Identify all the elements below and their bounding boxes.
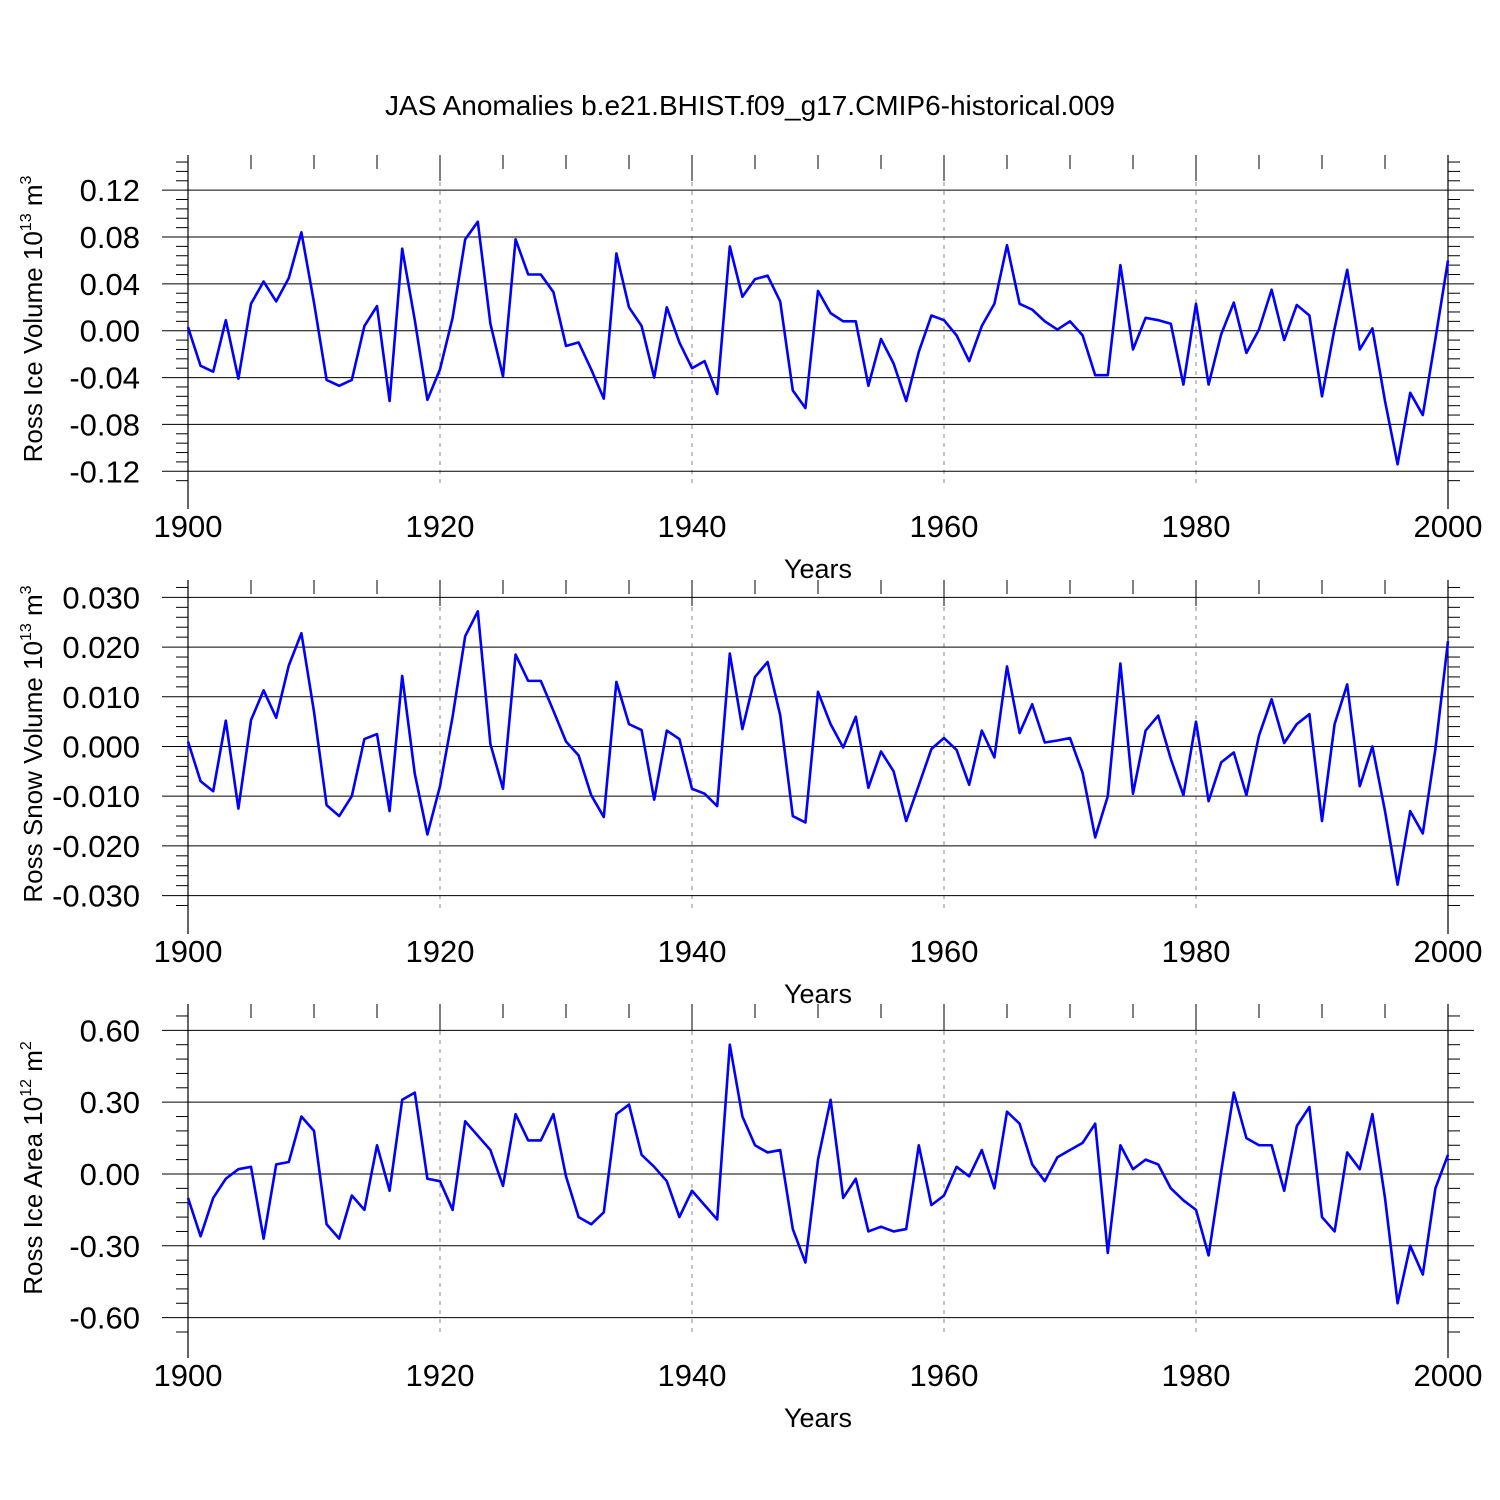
x-tick-label: 1980	[1162, 509, 1231, 544]
panel-1: -0.12 -0.08 -0.04 0.00 0.04 0.08 0.12 1900 1920 1…	[18, 155, 1482, 584]
y-axis-label: Ross Ice Volume 1013 m3	[18, 175, 48, 462]
y-tick-label: -0.30	[69, 1229, 140, 1264]
x-tick-label: 1900	[154, 1358, 223, 1393]
x-tick-label: 1920	[406, 509, 475, 544]
x-axis-label: Years	[784, 554, 852, 584]
panel-3: -0.60 -0.30 0.00 0.30 0.60 1900 1920 1940 1960 19…	[18, 1004, 1482, 1433]
y-tick-label: 0.08	[80, 220, 140, 255]
x-tick-label: 1920	[406, 934, 475, 969]
x-tick-label: 1900	[154, 934, 223, 969]
x-tick-label: 2000	[1414, 934, 1483, 969]
y-tick-label: -0.04	[69, 361, 140, 396]
y-tick-label: -0.08	[69, 407, 140, 442]
x-tick-label: 1940	[658, 1358, 727, 1393]
y-tick-label: 0.04	[80, 267, 140, 302]
y-tick-label: 0.00	[80, 1157, 140, 1192]
y-tick-label: 0.000	[62, 729, 140, 764]
y-tick-label: 0.00	[80, 314, 140, 349]
y-axis-label: Ross Snow Volume 1013 m3	[18, 585, 48, 902]
panel-2: -0.030 -0.020 -0.010 0.000 0.010 0.020 0.030 19…	[18, 580, 1482, 1009]
x-tick-label: 1960	[910, 1358, 979, 1393]
y-tick-label: -0.12	[69, 454, 140, 489]
x-tick-label: 1980	[1162, 934, 1231, 969]
y-tick-label: 0.030	[62, 580, 140, 615]
x-tick-label: 1960	[910, 509, 979, 544]
x-tick-label: 1900	[154, 509, 223, 544]
y-tick-label: -0.60	[69, 1301, 140, 1336]
y-tick-label: 0.30	[80, 1085, 140, 1120]
x-tick-label: 1940	[658, 509, 727, 544]
x-axis-label: Years	[784, 1403, 852, 1433]
y-tick-label: -0.030	[52, 879, 140, 914]
x-tick-label: 1920	[406, 1358, 475, 1393]
x-tick-label: 1960	[910, 934, 979, 969]
y-tick-label: 0.020	[62, 630, 140, 665]
panels: -0.12 -0.08 -0.04 0.00 0.04 0.08 0.12 1900 1920 1…	[18, 155, 1482, 1433]
y-tick-label: 0.60	[80, 1013, 140, 1048]
y-axis-label: Ross Ice Area 1012 m2	[18, 1041, 48, 1295]
series-line-ross-ice-volume	[186, 220, 1450, 466]
x-tick-label: 1940	[658, 934, 727, 969]
x-tick-label: 2000	[1414, 509, 1483, 544]
x-tick-label: 1980	[1162, 1358, 1231, 1393]
y-tick-label: -0.010	[52, 779, 140, 814]
y-tick-label: 0.010	[62, 680, 140, 715]
series-line-ross-snow-volume	[186, 610, 1450, 886]
series-line-ross-ice-area	[186, 1043, 1450, 1305]
chart-title: JAS Anomalies b.e21.BHIST.f09_g17.CMIP6-…	[385, 90, 1115, 121]
x-tick-label: 2000	[1414, 1358, 1483, 1393]
y-tick-label: 0.12	[80, 173, 140, 208]
y-tick-label: -0.020	[52, 829, 140, 864]
